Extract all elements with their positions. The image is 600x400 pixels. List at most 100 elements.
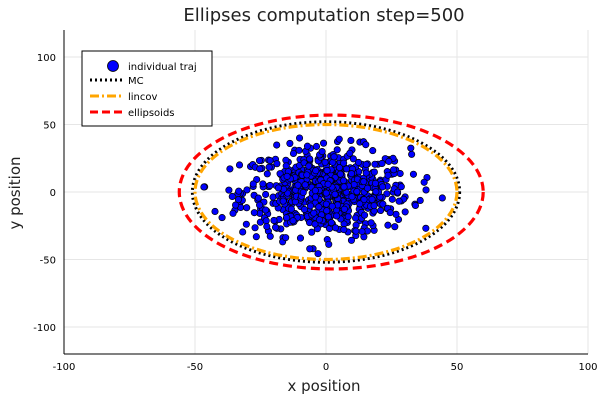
- scatter-point: [232, 201, 240, 209]
- scatter-point: [392, 210, 400, 218]
- scatter-point: [340, 205, 348, 213]
- scatter-point: [250, 209, 258, 217]
- scatter-point: [401, 208, 409, 216]
- scatter-point: [322, 200, 330, 208]
- scatter-points: [200, 134, 446, 258]
- scatter-point: [255, 157, 264, 165]
- scatter-point: [347, 136, 355, 145]
- scatter-point: [251, 224, 259, 232]
- scatter-point: [254, 194, 262, 202]
- scatter-point: [325, 240, 333, 248]
- scatter-point: [301, 181, 309, 189]
- scatter-point: [312, 167, 320, 175]
- x-tick-label: -50: [187, 362, 203, 373]
- scatter-point: [262, 206, 270, 214]
- scatter-point: [352, 214, 360, 222]
- x-tick-label: 50: [451, 362, 464, 373]
- scatter-point: [360, 178, 368, 186]
- scatter-point: [262, 190, 270, 199]
- scatter-point: [368, 195, 376, 204]
- legend-label-mc: MC: [128, 76, 144, 87]
- scatter-point: [324, 213, 332, 221]
- scatter-point: [311, 187, 319, 195]
- scatter-point: [379, 200, 387, 208]
- scatter-point: [200, 183, 208, 191]
- scatter-point: [336, 170, 345, 178]
- scatter-point: [296, 234, 305, 242]
- scatter-point: [305, 162, 313, 170]
- ellipse-lincov: [193, 122, 459, 262]
- scatter-point: [266, 232, 274, 240]
- scatter-point: [299, 188, 307, 197]
- scatter-point: [349, 155, 357, 163]
- scatter-point: [286, 139, 294, 147]
- scatter-point: [327, 219, 335, 227]
- scatter-point: [331, 190, 339, 198]
- scatter-point: [378, 183, 387, 191]
- scatter-point: [347, 170, 356, 178]
- scatter-point: [393, 188, 402, 196]
- scatter-point: [294, 181, 302, 189]
- scatter-point: [407, 144, 415, 152]
- axes: [63, 30, 588, 355]
- scatter-point: [362, 160, 370, 169]
- legend-marker-individual-traj: [107, 60, 119, 72]
- scatter-point: [312, 193, 320, 201]
- scatter-point: [263, 170, 271, 178]
- scatter-point: [323, 207, 331, 215]
- scatter-point: [354, 158, 363, 166]
- scatter-point: [228, 192, 236, 201]
- scatter-point: [370, 168, 378, 176]
- scatter-point: [235, 161, 244, 169]
- scatter-point: [225, 186, 233, 194]
- scatter-point: [279, 197, 287, 205]
- x-tick-label: 100: [578, 362, 597, 373]
- scatter-point: [239, 228, 247, 236]
- y-tick-label: 0: [50, 188, 56, 199]
- scatter-point: [289, 217, 297, 225]
- scatter-point: [369, 147, 377, 155]
- scatter-point: [378, 159, 386, 167]
- scatter-point: [340, 183, 348, 191]
- scatter-point: [409, 170, 417, 178]
- scatter-point: [384, 221, 392, 229]
- scatter-point: [333, 212, 341, 220]
- scatter-point: [266, 181, 274, 189]
- scatter-point: [274, 184, 283, 192]
- scatter-point: [371, 179, 380, 187]
- scatter-point: [303, 142, 311, 150]
- scatter-point: [282, 234, 290, 242]
- y-tick-label: -100: [33, 323, 56, 334]
- scatter-point: [300, 205, 309, 214]
- scatter-point: [420, 178, 428, 186]
- x-axis-label: x position: [287, 377, 360, 395]
- y-axis-label: y position: [6, 156, 24, 229]
- scatter-point: [356, 200, 364, 208]
- ellipse-mc: [190, 120, 462, 264]
- scatter-point: [226, 165, 234, 173]
- scatter-point: [295, 146, 303, 154]
- scatter-point: [343, 165, 351, 173]
- scatter-point: [371, 160, 379, 168]
- scatter-point: [311, 220, 319, 228]
- tick-labels: -100 -50 0 50 100 -100 -50 0 50 100: [33, 53, 597, 373]
- scatter-point: [358, 227, 366, 236]
- scatter-point: [306, 245, 314, 253]
- scatter-point: [287, 205, 295, 213]
- x-tick-label: -100: [53, 362, 76, 373]
- scatter-point: [340, 177, 348, 185]
- scatter-point: [347, 236, 356, 244]
- y-tick-label: 50: [43, 121, 56, 132]
- scatter-point: [370, 202, 378, 210]
- scatter-point: [386, 209, 394, 217]
- legend: individual traj MC lincov ellipsoids: [81, 50, 213, 127]
- legend-label-lincov: lincov: [128, 92, 158, 103]
- scatter-point: [249, 180, 257, 188]
- legend-label-individual-traj: individual traj: [128, 62, 197, 73]
- scatter-point: [367, 219, 375, 227]
- scatter-point: [395, 197, 403, 205]
- scatter-point: [348, 193, 356, 201]
- scatter-point: [384, 171, 392, 179]
- scatter-point: [312, 142, 321, 151]
- scatter-point: [310, 209, 318, 217]
